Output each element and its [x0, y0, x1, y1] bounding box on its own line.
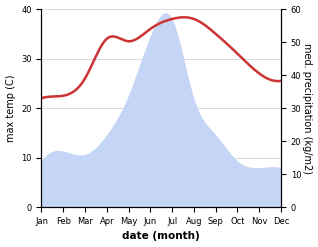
X-axis label: date (month): date (month): [122, 231, 200, 242]
Y-axis label: med. precipitation (kg/m2): med. precipitation (kg/m2): [302, 43, 313, 174]
Y-axis label: max temp (C): max temp (C): [5, 74, 16, 142]
